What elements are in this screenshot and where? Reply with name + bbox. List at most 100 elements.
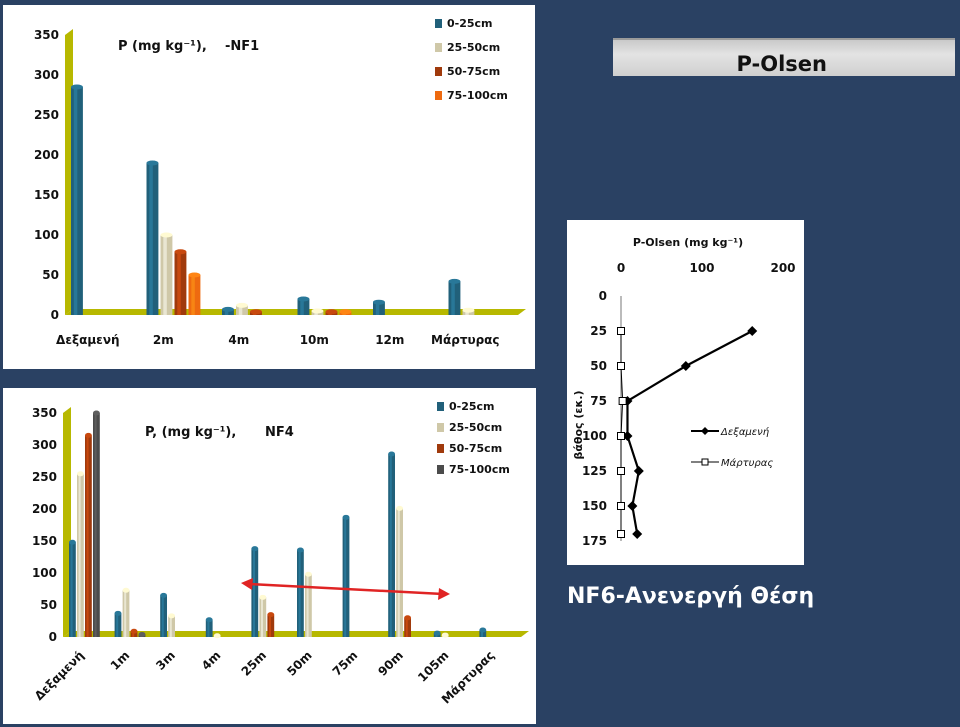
- bar-highlight: [300, 299, 304, 315]
- bar-top: [188, 272, 201, 278]
- bar: [160, 232, 173, 315]
- bar: [85, 432, 92, 637]
- data-point: [747, 326, 758, 336]
- data-point: [632, 529, 643, 539]
- bar: [251, 546, 259, 637]
- bar: [433, 630, 441, 637]
- x-tick-label: Δεξαμενή: [56, 333, 120, 347]
- bar-top: [339, 309, 352, 315]
- bar-highlight: [224, 309, 229, 315]
- data-point: [617, 530, 625, 538]
- bar: [373, 299, 385, 315]
- bar-highlight: [163, 235, 167, 315]
- data-point: [617, 327, 625, 335]
- bar: [342, 514, 350, 637]
- x-tick-label: 50m: [284, 648, 315, 679]
- bar: [188, 272, 201, 315]
- bar: [122, 587, 130, 637]
- x-tick-label: 3m: [153, 648, 178, 673]
- title-banner: P-Olsen: [613, 38, 955, 76]
- y-tick-label: 300: [34, 68, 59, 82]
- bar-top: [297, 547, 304, 553]
- bar-highlight: [73, 87, 78, 315]
- y-tick-label: 0: [49, 630, 57, 644]
- data-point: [617, 467, 625, 475]
- bar: [448, 278, 461, 315]
- legend-swatch: [435, 91, 442, 100]
- legend-swatch: [437, 465, 444, 474]
- y-tick-label: 250: [34, 108, 59, 122]
- bar-highlight: [132, 631, 135, 637]
- bar-top: [250, 309, 262, 315]
- arrow-head-left: [241, 578, 253, 590]
- bar-highlight: [191, 275, 195, 315]
- bar: [168, 613, 176, 637]
- y-tick-label: 75: [590, 394, 607, 408]
- chart-title: P (mg kg⁻¹),: [118, 39, 207, 54]
- chart-profile: P-Olsen (mg kg⁻¹) 0 100 200 0 25 50 75 100 125 150…: [572, 236, 796, 548]
- bar-highlight: [269, 614, 271, 637]
- bar-highlight: [94, 413, 97, 637]
- bar-top: [114, 610, 122, 616]
- bar-top: [388, 451, 395, 457]
- legend-swatch: [437, 423, 444, 432]
- data-point: [633, 466, 644, 476]
- bar: [396, 505, 403, 637]
- chart-site-label: NF4: [265, 425, 294, 440]
- bar-highlight: [261, 597, 263, 637]
- arrow-head-right: [438, 588, 450, 600]
- x-tick-label: 12m: [375, 333, 404, 347]
- y-tick-label: 200: [34, 148, 59, 162]
- chart-nf1: 0 50 100 150 200 250 300 350 Δεξαμενή 2m 4m 10m 12m Μ…: [34, 17, 526, 347]
- bar: [69, 539, 76, 637]
- bar-top: [396, 505, 403, 511]
- bar-top: [433, 630, 441, 636]
- y-tick-label: 100: [34, 228, 59, 242]
- y-tick-label: 250: [32, 470, 57, 484]
- bar-top: [342, 514, 350, 520]
- chart-site-label: -NF1: [225, 39, 259, 54]
- x-tick-label: 90m: [375, 648, 406, 679]
- bar-top: [138, 631, 146, 637]
- y-tick-label: 50: [40, 598, 57, 612]
- bar-highlight: [344, 517, 347, 637]
- bar: [213, 633, 221, 639]
- y-tick-label: 200: [32, 502, 57, 516]
- horizontal-red-arrow: [241, 578, 450, 600]
- y-tick-label: 50: [42, 268, 59, 282]
- bar: [71, 84, 83, 315]
- bar-top: [236, 302, 248, 308]
- bar-top: [251, 546, 259, 552]
- bar: [114, 610, 122, 637]
- bar: [77, 471, 84, 637]
- bar-top: [160, 232, 173, 238]
- data-point: [680, 361, 691, 371]
- bar-top: [85, 432, 92, 438]
- bar: [259, 594, 267, 637]
- bar-top: [168, 613, 176, 619]
- legend-swatch: [435, 43, 442, 52]
- bar-highlight: [405, 617, 408, 637]
- data-point: [618, 397, 627, 405]
- x-tick-label: 75m: [330, 648, 361, 679]
- y-tick-label: 150: [582, 499, 607, 513]
- legend-label: 0-25cm: [449, 400, 495, 413]
- bar: [138, 631, 146, 637]
- x-tick-label: 2m: [153, 333, 174, 347]
- y-tick-label: 100: [582, 429, 607, 443]
- y-tick-label: 150: [34, 188, 59, 202]
- bar-highlight: [177, 251, 181, 315]
- bar: [441, 632, 449, 638]
- legend-swatch: [437, 402, 444, 411]
- bar-top: [122, 587, 130, 593]
- x-tick-label: 100: [689, 261, 714, 275]
- legend-label: 75-100cm: [449, 463, 510, 476]
- y-tick-label: 150: [32, 534, 57, 548]
- bar: [267, 612, 275, 637]
- bar-highlight: [375, 302, 380, 315]
- x-tick-label: Δεξαμενή: [32, 648, 87, 703]
- bar-top: [441, 632, 449, 638]
- y-tick-label: 350: [34, 28, 59, 42]
- data-point: [622, 396, 633, 406]
- y-tick-label: 125: [582, 464, 607, 478]
